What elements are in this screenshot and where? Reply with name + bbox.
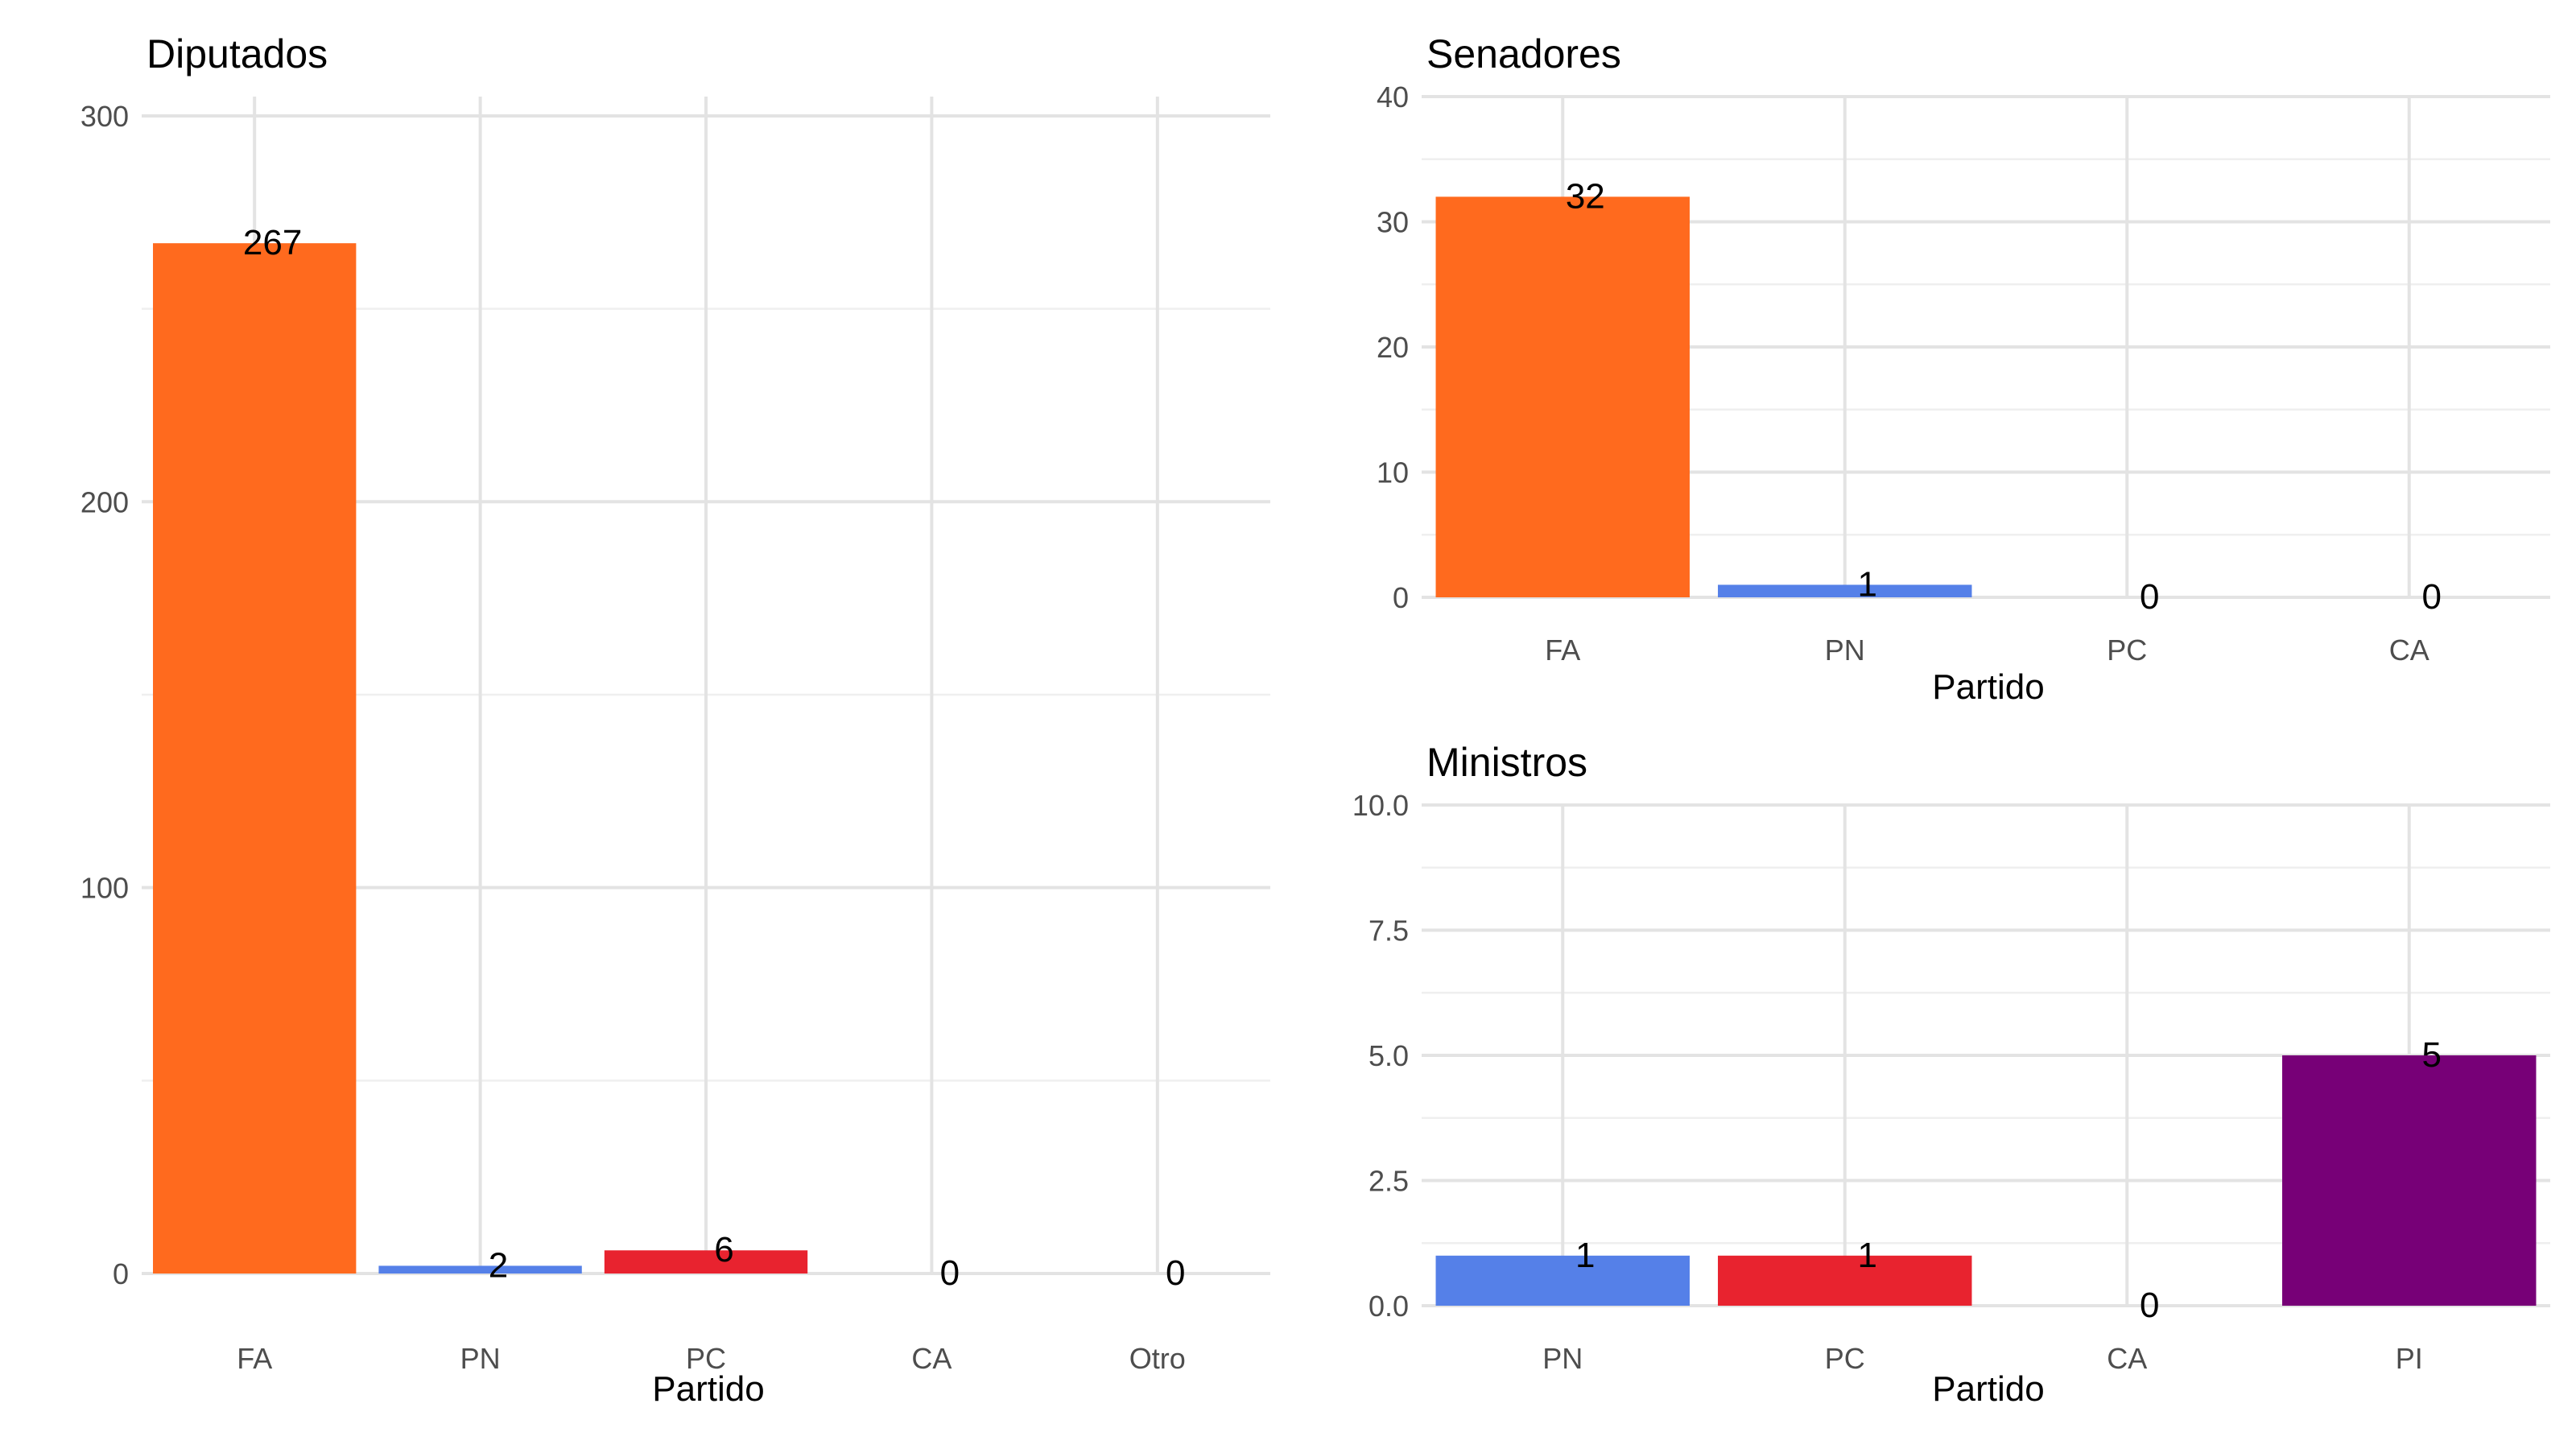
panel-senadores: Senadores Partido 0 10 20 30 40 32 FA 1 PN 0 PC 0 CA [1377, 31, 2550, 707]
x-tick-label: PC [686, 1342, 726, 1375]
y-tick-label: 2.5 [1368, 1165, 1409, 1198]
x-tick-label: CA [911, 1342, 952, 1375]
bar-PI [2282, 1055, 2537, 1306]
bar-PN [1435, 1255, 1690, 1306]
bar-value-label: 0 [940, 1253, 960, 1293]
x-tick-label: PN [1542, 1342, 1583, 1375]
y-tick-label: 30 [1377, 206, 1409, 239]
x-tick-label: Otro [1129, 1342, 1186, 1375]
y-tick-label: 200 [80, 485, 129, 518]
y-tick-label: 5.0 [1368, 1039, 1409, 1072]
y-tick-label: 40 [1377, 80, 1409, 114]
bar-PC [604, 1250, 808, 1274]
x-axis-title: Partido [1932, 667, 2044, 707]
bar-FA [153, 243, 357, 1274]
x-tick-label: PC [2107, 634, 2147, 667]
y-tick-label: 0.0 [1368, 1290, 1409, 1323]
x-axis-title: Partido [1932, 1369, 2044, 1409]
y-tick-label: 20 [1377, 331, 1409, 364]
bar-value-label: 1 [1858, 1236, 1877, 1275]
bar-value-label: 5 [2422, 1035, 2442, 1075]
panel-title: Senadores [1426, 31, 1621, 76]
bar-FA [1435, 196, 1690, 597]
y-tick-label: 0 [1393, 581, 1409, 614]
x-tick-label: FA [1545, 634, 1580, 667]
x-tick-label: PN [1825, 634, 1865, 667]
bar-PN [378, 1265, 582, 1274]
bar-value-label: 6 [714, 1230, 733, 1269]
x-tick-label: CA [2107, 1342, 2147, 1375]
bar-PC [1718, 1255, 1972, 1306]
bar-value-label: 32 [1566, 176, 1605, 216]
x-tick-label: PC [1825, 1342, 1865, 1375]
bar-value-label: 2 [489, 1245, 508, 1285]
bar-value-label: 0 [2422, 577, 2442, 617]
bar-value-label: 0 [2140, 1286, 2159, 1325]
y-tick-label: 100 [80, 872, 129, 905]
y-tick-label: 10 [1377, 456, 1409, 489]
x-tick-label: PI [2396, 1342, 2423, 1375]
bar-value-label: 1 [1575, 1236, 1595, 1275]
bar-value-label: 267 [243, 223, 302, 262]
panel-ministros: Ministros Partido 0.0 2.5 5.0 7.5 10.0 1 PN 1 PC… [1352, 740, 2550, 1409]
x-tick-label: FA [237, 1342, 272, 1375]
x-tick-label: CA [2389, 634, 2429, 667]
y-tick-label: 10.0 [1352, 789, 1409, 822]
bar-PN [1718, 584, 1972, 597]
bar-value-label: 1 [1858, 564, 1877, 604]
y-tick-label: 0 [113, 1257, 129, 1290]
x-tick-label: PN [460, 1342, 501, 1375]
y-tick-label: 300 [80, 100, 129, 133]
panel-title: Ministros [1426, 740, 1587, 785]
bar-value-label: 0 [2140, 577, 2159, 617]
panel-title: Diputados [147, 31, 328, 76]
x-axis-title: Partido [652, 1369, 764, 1409]
panel-diputados: Diputados Partido 0 100 200 300 267 FA 2 PN 6 PC 0… [80, 31, 1270, 1409]
bar-value-label: 0 [1166, 1253, 1185, 1293]
y-tick-label: 7.5 [1368, 914, 1409, 947]
